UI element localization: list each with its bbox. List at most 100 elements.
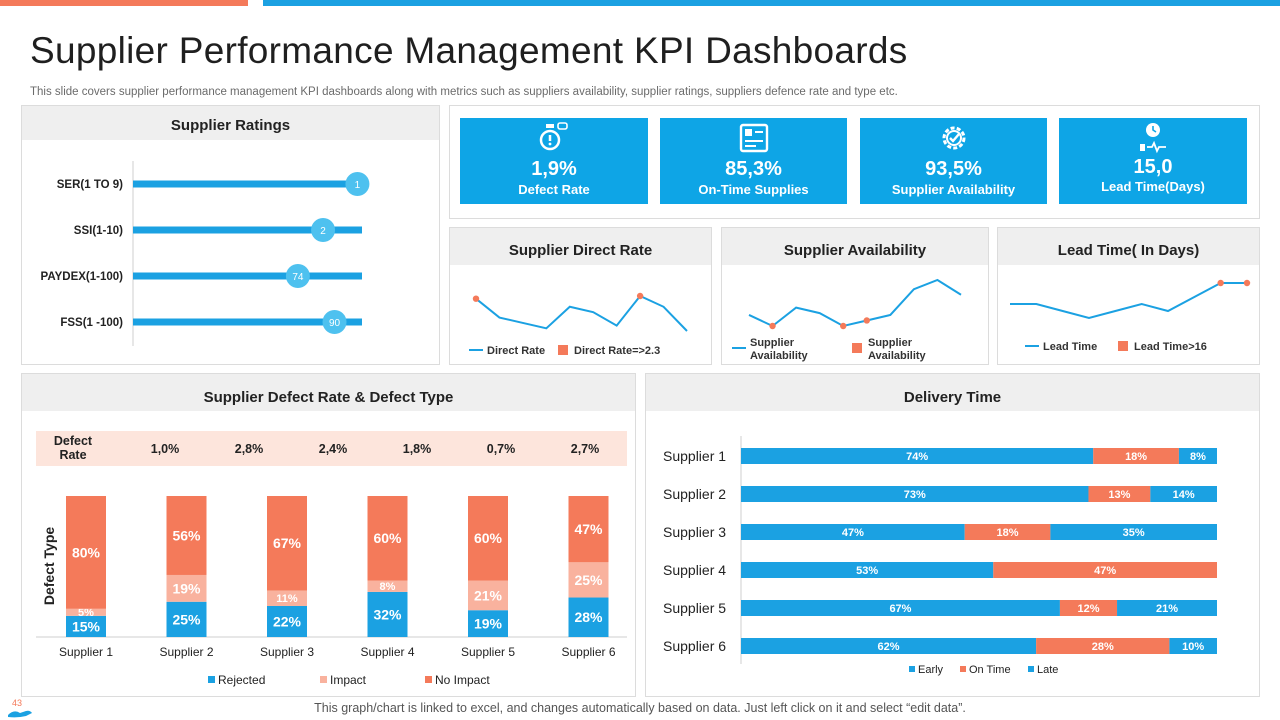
supplier-ratings-panel[interactable]: Supplier Ratings SER(1 TO 9) 1 SSI(1-10) 2 P… (21, 105, 440, 365)
bar-value-label: 35% (1123, 527, 1145, 539)
category-label: Supplier 5 (663, 600, 726, 616)
bar-value-label: 56% (172, 527, 201, 543)
gear-check-icon (942, 126, 965, 150)
kpi-value: 1,9% (531, 158, 577, 180)
lead-time-title: Lead Time( In Days) (998, 228, 1259, 265)
highlight-point (472, 295, 480, 302)
bar-value-label: 8% (1190, 451, 1206, 463)
series-line (475, 294, 688, 332)
category-label: Supplier 1 (663, 448, 726, 464)
bar-value-label: 18% (997, 527, 1019, 539)
highlight-point (636, 292, 644, 300)
clock-hand-icon (1140, 123, 1166, 154)
kpi-card-on-time-supplies[interactable]: 85,3% On-Time Supplies (660, 118, 847, 204)
rating-label: PAYDEX(1-100) (41, 271, 124, 283)
stacked-bar-segment (741, 638, 1037, 654)
highlight-point (769, 322, 776, 330)
stacked-bar-segment (741, 486, 1089, 502)
bar-value-label: 28% (574, 609, 603, 625)
stacked-bar-segment (741, 524, 965, 540)
supplier-direct-rate-panel[interactable]: Supplier Direct Rate Direct Rate Direct R… (449, 227, 712, 365)
bar-value-label: 12% (1077, 603, 1099, 615)
legend-swatch (208, 676, 215, 683)
supplier-ratings-chart[interactable]: SER(1 TO 9) 1 SSI(1-10) 2 PAYDEX(1-100) 74 FSS… (22, 106, 439, 364)
bar-value-label: 67% (889, 603, 911, 615)
page-subtitle: This slide covers supplier performance m… (30, 86, 898, 98)
bar-value-label: 21% (474, 587, 503, 603)
stacked-bar-segment (568, 562, 609, 598)
lead-time-chart[interactable]: Lead Time Lead Time>16 (998, 228, 1259, 364)
stacked-bar-segment (964, 524, 1051, 540)
rating-value: 1 (355, 180, 361, 191)
defect-rate-value: 2,8% (235, 442, 264, 456)
defect-rate-row (36, 431, 627, 466)
legend-swatch (320, 676, 327, 683)
rating-marker (285, 264, 310, 288)
supplier-availability-chart[interactable]: Supplier Availability Supplier Availability (722, 228, 988, 364)
kpi-card-supplier-availability[interactable]: 93,5% Supplier Availability (860, 118, 1047, 204)
kpi-card-defect-rate[interactable]: 1,9% Defect Rate (460, 118, 648, 204)
defect-rate-type-title: Supplier Defect Rate & Defect Type (22, 374, 635, 411)
stacked-bar-segment (468, 580, 508, 611)
top-accent-orange (0, 0, 248, 6)
bar-value-label: 47% (842, 527, 864, 539)
legend-label: Rejected (218, 673, 265, 687)
rating-value: 90 (329, 318, 341, 329)
bar-value-label: 60% (373, 530, 402, 546)
delivery-time-chart[interactable]: Supplier 1 74% 18% 8% Supplier 2 73% 13% 14% Sup… (646, 374, 1259, 696)
stacked-bar-segment (367, 580, 408, 592)
bar-value-label: 5% (78, 607, 94, 619)
stacked-bar-segment (741, 600, 1060, 616)
stacked-bar-segment (166, 496, 207, 575)
stacked-bar-segment (1093, 448, 1179, 464)
defect-rate-type-panel[interactable]: Supplier Defect Rate & Defect Type Defec… (21, 373, 636, 697)
stacked-bar-segment (267, 496, 307, 591)
bar-value-label: 19% (172, 580, 201, 596)
legend-square-swatch (558, 345, 568, 355)
legend-label: No Impact (435, 673, 490, 687)
stacked-bar-segment (166, 601, 207, 637)
legend-label: Supplier Availability (750, 337, 809, 362)
defect-rate-value: 2,4% (319, 442, 348, 456)
supplier-ratings-title: Supplier Ratings (22, 106, 439, 140)
bar-value-label: 15% (72, 618, 101, 634)
bar-value-label: 47% (574, 521, 603, 537)
kpi-card-lead-time[interactable]: 15,0 Lead Time(Days) (1059, 118, 1247, 204)
legend-label: Direct Rate (487, 345, 545, 357)
rating-bar (133, 180, 362, 188)
defect-rate-label: Defect Rate (54, 434, 93, 462)
stacked-bar-segment (1036, 638, 1170, 654)
kpi-value: 15,0 (1133, 156, 1173, 178)
defect-rate-value: 2,7% (571, 442, 600, 456)
supplier-direct-rate-chart[interactable]: Direct Rate Direct Rate=>2.3 (450, 228, 711, 364)
supplier-availability-panel[interactable]: Supplier Availability Supplier Availabili… (721, 227, 989, 365)
footer-note: This graph/chart is linked to excel, and… (314, 701, 966, 715)
defect-rate-value: 0,7% (487, 442, 516, 456)
rating-bar (133, 272, 362, 280)
legend-label: Impact (330, 673, 367, 687)
rating-value: 2 (320, 226, 326, 237)
legend-label: On Time (969, 664, 1011, 676)
stacked-bar-segment (1050, 524, 1217, 540)
stacked-bar-segment (568, 496, 609, 563)
highlight-point (863, 317, 870, 324)
stacked-bar-segment (741, 562, 994, 578)
rating-bar (133, 226, 362, 234)
stacked-bar-segment (267, 605, 307, 637)
stacked-bar-segment (66, 608, 106, 616)
category-label: Supplier 2 (159, 645, 213, 659)
stacked-bar-segment (1150, 486, 1217, 502)
bar-value-label: 47% (1094, 565, 1116, 577)
defect-rate-type-chart[interactable]: Defect Rate 1,0% 2,8% 2,4% 1,8% 0,7% 2,7% Defect… (22, 374, 635, 696)
legend-swatch (1028, 666, 1034, 672)
bar-value-label: 14% (1173, 489, 1195, 501)
supplier-availability-title: Supplier Availability (722, 228, 988, 265)
bar-value-label: 25% (172, 611, 201, 627)
legend-swatch (960, 666, 966, 672)
category-label: Supplier 2 (663, 486, 726, 502)
lead-time-panel[interactable]: Lead Time( In Days) Lead Time Lead Time>1… (997, 227, 1260, 365)
stacked-bar-segment (166, 574, 207, 602)
delivery-time-panel[interactable]: Delivery Time Supplier 1 74% 18% 8% Supplier… (645, 373, 1260, 697)
category-label: Supplier 3 (663, 524, 726, 540)
stacked-bar-segment (993, 562, 1217, 578)
